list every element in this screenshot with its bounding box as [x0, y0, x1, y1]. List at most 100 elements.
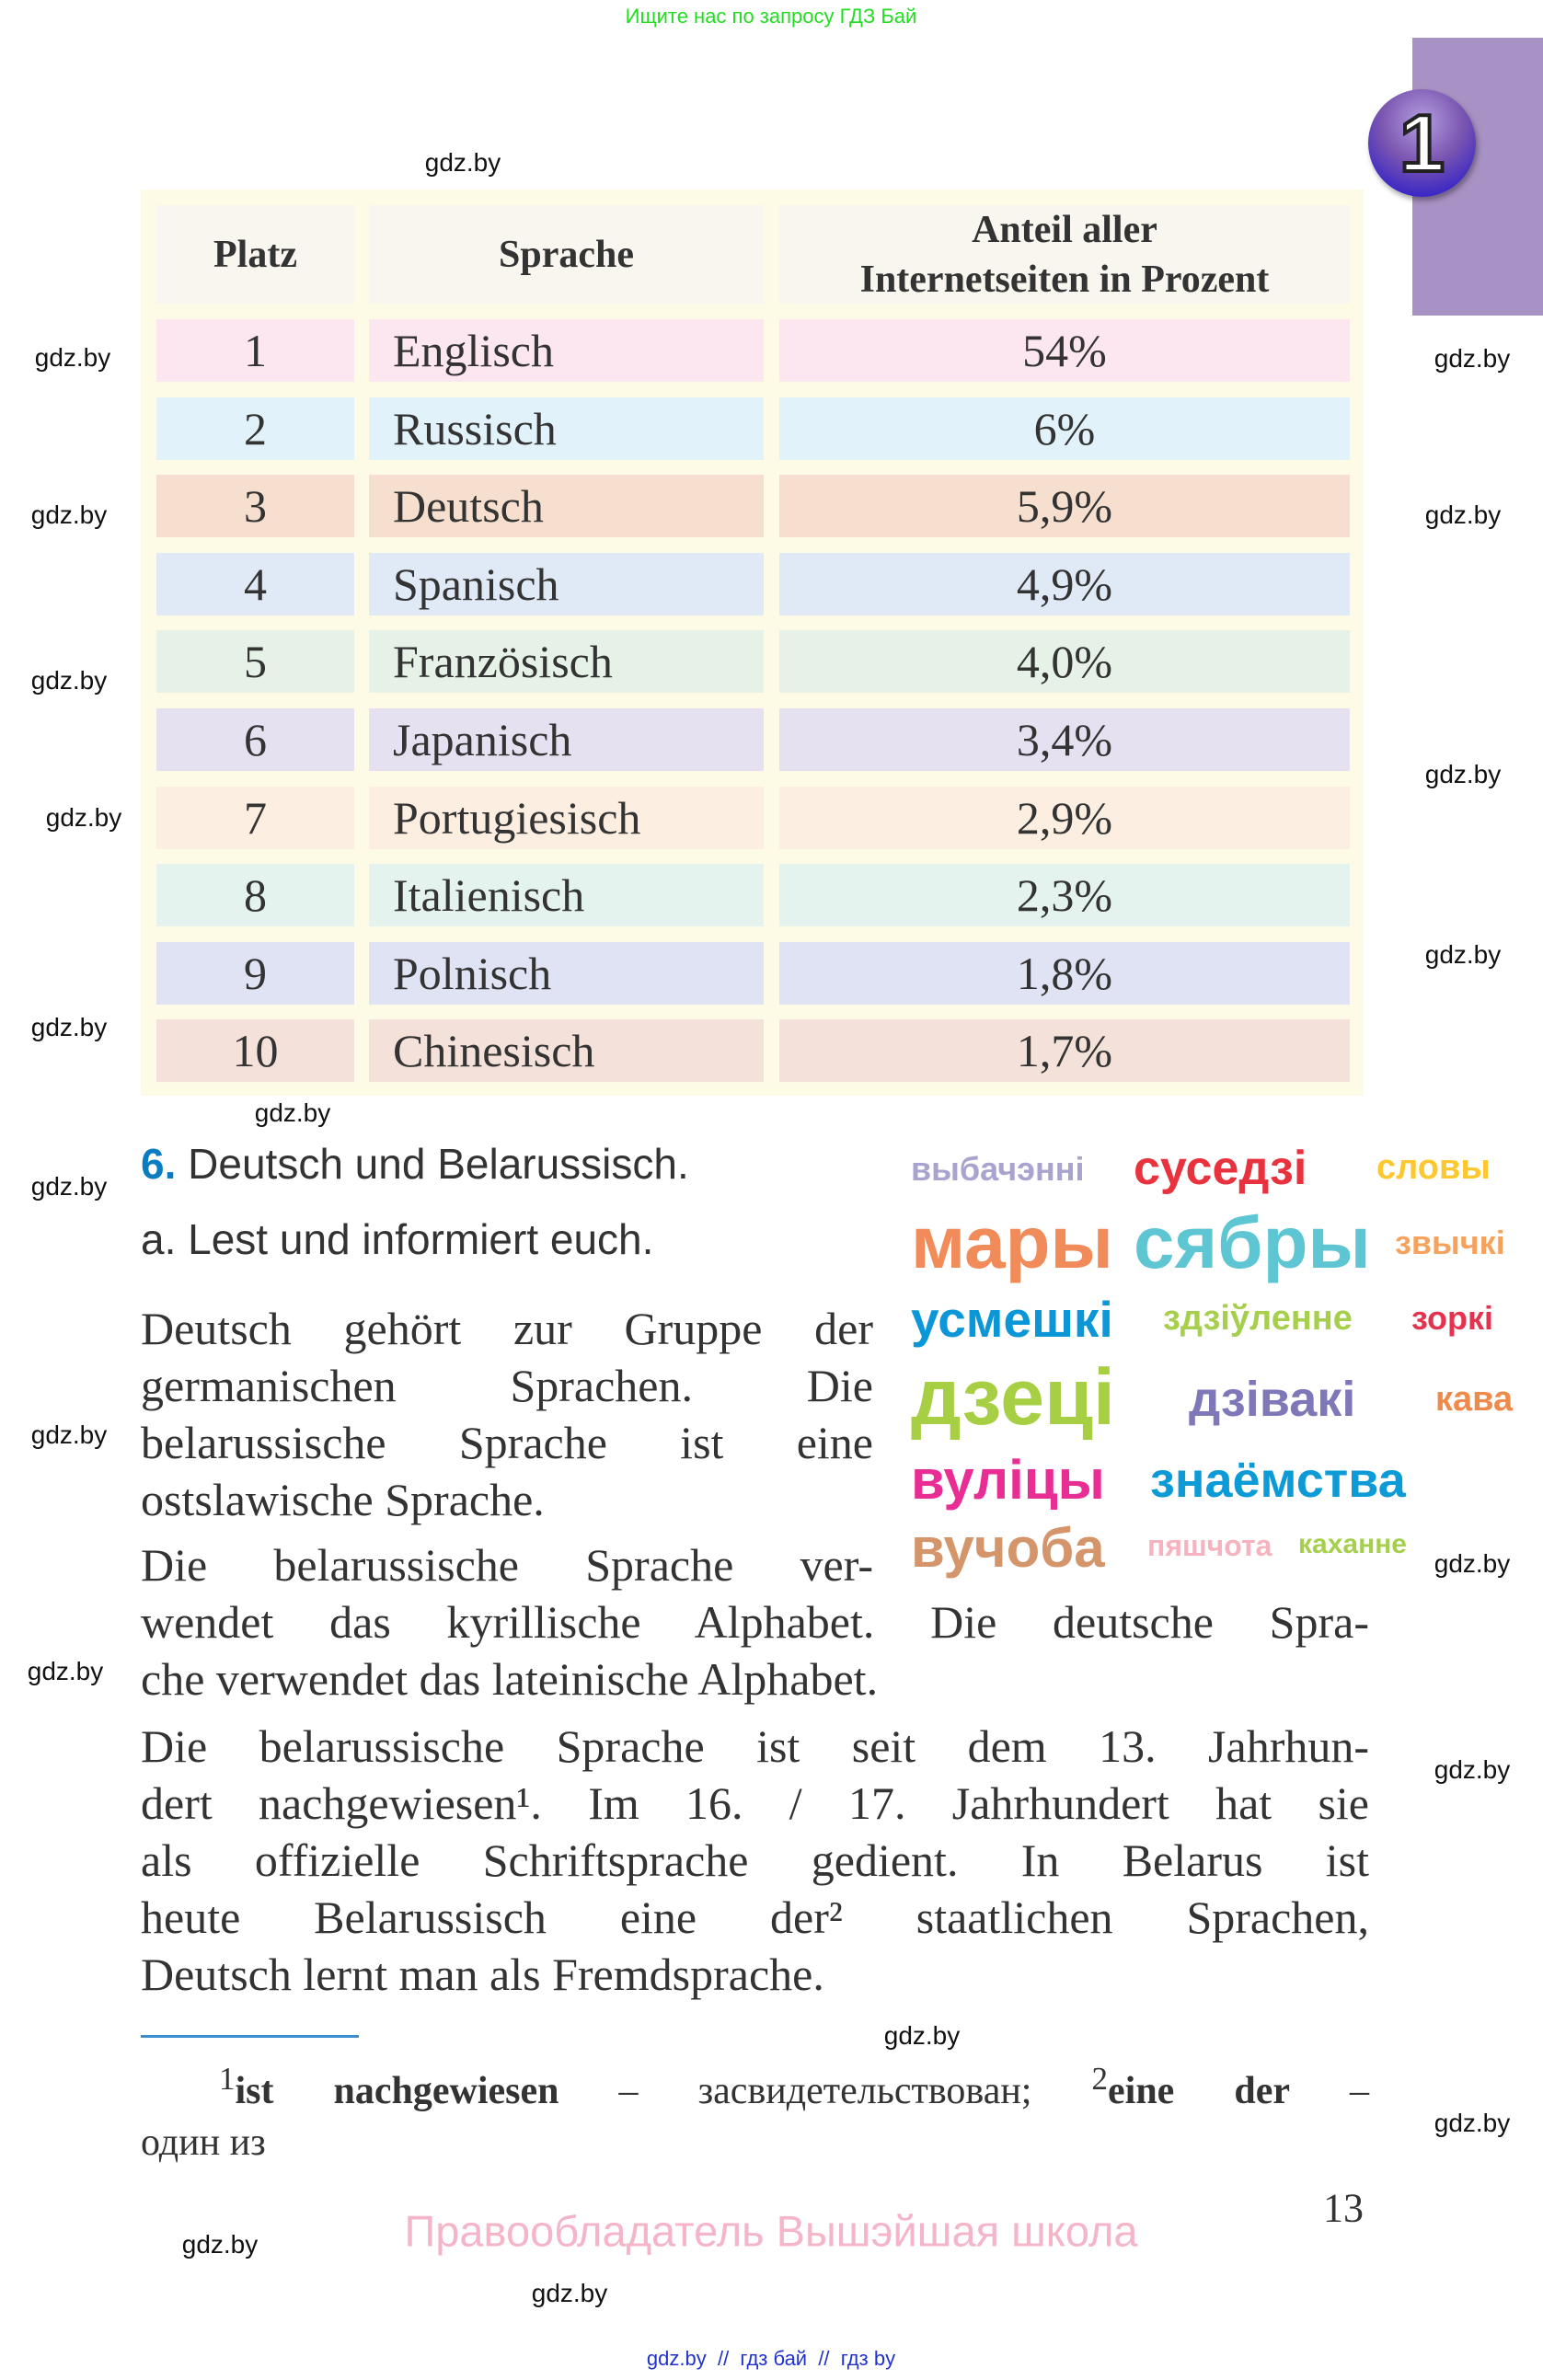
text-line: Die belarussische Sprache ist seit dem 1…	[141, 1720, 1369, 1772]
cloud-word: вучоба	[911, 1517, 1105, 1579]
footnotes: 1ist nachgewiesen – засвидетельствован; …	[141, 2053, 1369, 2168]
gdz-watermark: gdz.by	[27, 1657, 104, 1685]
cloud-word: звычкі	[1395, 1224, 1505, 1261]
header-line: Anteil aller	[972, 208, 1157, 251]
paragraph-1: Deutsch gehört zur Gruppe der germanische…	[141, 1300, 873, 1528]
gdz-watermark: gdz.by	[1434, 2109, 1511, 2137]
rank-cell: 9	[156, 941, 354, 1005]
gdz-watermark: gdz.by	[1424, 940, 1502, 969]
bottom-links[interactable]: gdz.by // гдз бай // гдз by	[646, 2347, 896, 2370]
header-line: Internetseiten in Prozent	[859, 258, 1270, 301]
paragraph-3: Die belarussische Sprache ist seit dem 1…	[141, 1718, 1369, 2003]
gdz-watermark: gdz.by	[1424, 760, 1502, 788]
exercise-task: a. Lest und informiert euch.	[141, 1215, 654, 1263]
rank-cell: 6	[156, 708, 354, 771]
footnote-term: ist nachgewiesen	[235, 2070, 559, 2112]
cloud-word: пяшчота	[1147, 1529, 1272, 1562]
gdz-watermark: gdz.by	[424, 148, 501, 177]
cloud-word: здзіўленне	[1163, 1299, 1353, 1338]
rank-cell: 8	[156, 864, 354, 927]
table-header: Anteil aller Internetseiten in Prozent	[779, 205, 1350, 304]
rank-cell: 10	[156, 1019, 354, 1083]
percent-cell: 1,8%	[779, 941, 1350, 1005]
table-header: Sprache	[369, 205, 764, 304]
language-table: Platz Sprache Anteil aller Internetseiten i…	[141, 190, 1364, 1096]
text-line: wendet das kyrillische Alphabet. Die deu…	[141, 1596, 1369, 1648]
gdz-watermark: gdz.by	[254, 1098, 331, 1127]
percent-cell: 4,9%	[779, 552, 1350, 615]
cloud-word: словы	[1376, 1148, 1491, 1187]
footnote-translation: один из	[141, 2121, 266, 2164]
gdz-watermark: gdz.by	[1434, 1755, 1511, 1784]
gdz-watermark: gdz.by	[531, 2279, 608, 2307]
top-note: Ищите нас по запросу ГДЗ Бай	[625, 5, 917, 28]
footnote-term: eine der	[1108, 2070, 1290, 2112]
exercise-number: 6.	[141, 1140, 177, 1188]
gdz-watermark: gdz.by	[1434, 344, 1511, 373]
gdz-watermark: gdz.by	[34, 343, 111, 372]
percent-cell: 3,4%	[779, 708, 1350, 771]
text-line: che verwendet das lateinische Alphabet.	[141, 1653, 879, 1705]
cloud-word: мары	[911, 1201, 1113, 1283]
table-header: Platz	[156, 205, 354, 304]
language-cell: Französisch	[369, 630, 764, 694]
footnote-divider	[141, 2035, 359, 2038]
rank-cell: 7	[156, 786, 354, 849]
language-cell: Japanisch	[369, 708, 764, 771]
rank-cell: 4	[156, 552, 354, 615]
percent-cell: 6%	[779, 397, 1350, 460]
cloud-word: суседзі	[1134, 1142, 1307, 1195]
chapter-number: 1	[1398, 97, 1446, 189]
cloud-word: вуліцы	[911, 1449, 1105, 1511]
gdz-watermark: gdz.by	[30, 1172, 108, 1201]
text-line: dert nachgewiesen¹. Im 16. / 17. Jahrhun…	[141, 1777, 1369, 1829]
gdz-watermark: gdz.by	[181, 2230, 259, 2259]
cloud-word: каханне	[1298, 1529, 1407, 1559]
footnote-translation: – засвидетельствован;	[618, 2070, 1032, 2112]
text-line: germanischen Sprachen. Die	[141, 1360, 873, 1411]
exercise-heading: 6. Deutsch und Belarussisch.	[141, 1139, 689, 1189]
language-cell: Polnisch	[369, 941, 764, 1005]
percent-cell: 2,9%	[779, 786, 1350, 849]
footnote-marker: 2	[1091, 2061, 1109, 2097]
exercise-title: Deutsch und Belarussisch.	[188, 1140, 689, 1188]
footnote-marker: 1	[219, 2061, 236, 2097]
gdz-watermark: gdz.by	[1434, 1549, 1511, 1578]
language-cell: Englisch	[369, 319, 764, 382]
rank-cell: 3	[156, 475, 354, 538]
cloud-word: кава	[1435, 1380, 1514, 1419]
gdz-watermark: gdz.by	[45, 803, 122, 832]
cloud-word: знаёмства	[1150, 1453, 1406, 1508]
cloud-word: дзівакі	[1189, 1372, 1356, 1427]
percent-cell: 4,0%	[779, 630, 1350, 694]
rank-cell: 5	[156, 630, 354, 694]
cloud-word: зоркі	[1411, 1299, 1493, 1337]
percent-cell: 54%	[779, 319, 1350, 382]
text-line: belarussische Sprache ist eine	[141, 1417, 873, 1468]
gdz-watermark: gdz.by	[30, 1420, 108, 1449]
text-line: ostslawische Sprache.	[141, 1474, 545, 1525]
cloud-word: усмешкі	[911, 1291, 1113, 1348]
text-line: Deutsch lernt man als Fremdsprache.	[141, 1949, 824, 2000]
copyright-watermark: Правообладатель Вышэйшая школа	[404, 2206, 1138, 2256]
cloud-word: выбачэнні	[911, 1150, 1085, 1188]
text-line: Die belarussische Sprache ver-	[141, 1539, 873, 1591]
text-line: Deutsch gehört zur Gruppe der	[141, 1303, 873, 1354]
gdz-watermark: gdz.by	[30, 500, 108, 529]
chapter-badge: 1	[1368, 89, 1476, 197]
gdz-watermark: gdz.by	[30, 666, 108, 695]
language-cell: Italienisch	[369, 864, 764, 927]
language-cell: Spanisch	[369, 552, 764, 615]
page-number: 13	[1323, 2185, 1364, 2231]
language-cell: Portugiesisch	[369, 786, 764, 849]
cloud-word: дзеці	[911, 1353, 1115, 1442]
text-line: heute Belarussisch eine der² staatlichen…	[141, 1891, 1369, 1943]
cloud-word: сябры	[1134, 1201, 1371, 1283]
gdz-watermark: gdz.by	[883, 2021, 961, 2050]
gdz-watermark: gdz.by	[30, 1013, 108, 1041]
percent-cell: 1,7%	[779, 1019, 1350, 1083]
paragraph-2: Die belarussische Sprache ver-wendet das…	[141, 1536, 1369, 1707]
text-line: als offizielle Schriftsprache gedient. I…	[141, 1834, 1369, 1886]
gdz-watermark: gdz.by	[1424, 500, 1502, 529]
language-cell: Chinesisch	[369, 1019, 764, 1083]
